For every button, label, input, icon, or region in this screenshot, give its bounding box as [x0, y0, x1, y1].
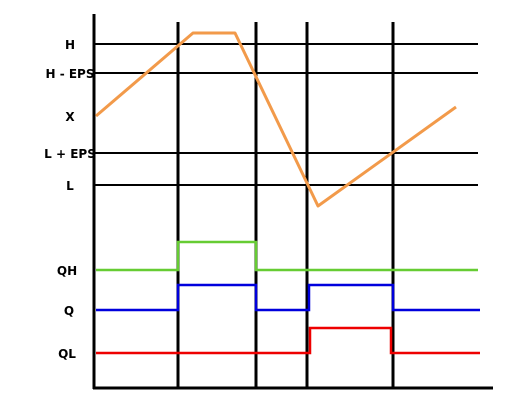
q-signal-trace: [96, 283, 480, 312]
level-label-h-eps: H - EPS: [45, 67, 94, 81]
ql-signal-trace: [96, 326, 480, 355]
qh-signal-trace: [96, 240, 478, 272]
event-markers: [176, 22, 395, 388]
signal-label-qh: QH: [57, 264, 77, 278]
signal-label-q: Q: [64, 304, 74, 318]
level-label-x: X: [65, 110, 75, 124]
input-signal-curve: [95, 31, 457, 208]
level-label-l-eps: L + EPS: [44, 147, 96, 161]
level-lines: [95, 43, 478, 186]
axes: [92, 14, 493, 390]
level-label-h: H: [65, 38, 75, 52]
signal-label-ql: QL: [58, 347, 76, 361]
level-label-l: L: [66, 179, 74, 193]
